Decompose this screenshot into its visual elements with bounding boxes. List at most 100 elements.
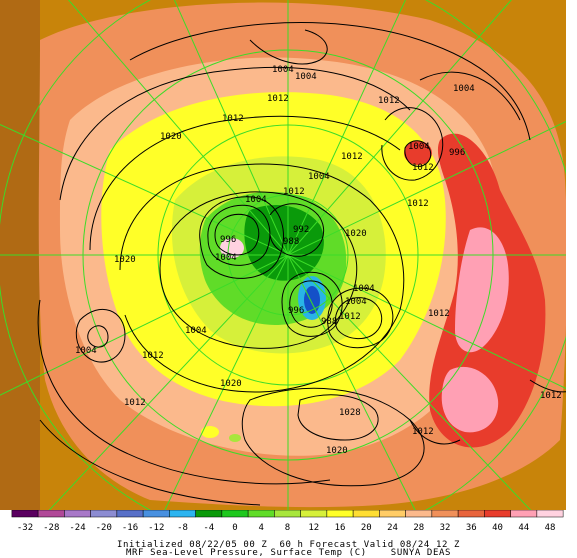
isobar-label: 1004 [295,72,317,82]
isobar-line [37,299,331,485]
legend-tick-label: 48 [545,523,556,533]
legend-swatch [326,510,354,518]
legend-tick-label: 36 [466,523,477,533]
legend-swatches [11,510,564,518]
isobar-line [419,71,521,121]
temp-region-pink-east-south [441,366,499,433]
isobar-label: 1012 [412,163,434,173]
temperature-legend: -32 -28 -24 -20 -16 -12 -8 -4 0 4 8 12 16 20 24 28 32 36 4… [11,510,564,533]
isobar-label: 1012 [407,199,429,209]
legend-tick-label: -24 [69,523,85,533]
isobar-label: 1012 [222,114,244,124]
isobar-line [87,325,109,348]
isobar-label: 996 [220,235,236,245]
isobar-label: 1012 [412,427,434,437]
isobar-line [129,22,531,141]
isobar-label: 1020 [220,379,242,389]
isobar-labels: 1004 1004 1012 1012 1004 1012 1020 1012 … [75,65,562,456]
legend-swatch [431,510,459,518]
legend-tick-label: -8 [177,523,188,533]
legend-swatch [536,510,564,518]
isobar-line [39,419,261,506]
isobar-label: 996 [288,306,304,316]
isobar-line [214,213,260,256]
legend-tick-label: -32 [17,523,33,533]
isobar-line [241,387,425,487]
legend-tick-label: 8 [285,523,290,533]
legend-swatch [484,510,511,518]
isobar-label: 1012 [378,96,400,106]
isobar-label: 1004 [353,284,375,294]
isobar-label: 1004 [308,172,330,182]
legend-swatch [142,510,170,518]
isobar-line [59,66,411,201]
isobar-line [89,115,401,251]
isobar-label: 1012 [339,312,361,322]
isobar-label: 1020 [345,229,367,239]
legend-tick-label: 24 [387,523,398,533]
isobar-line [404,140,432,167]
legend-swatch [11,510,39,518]
weather-map: 1004 1004 1012 1012 1004 1012 1020 1012 … [0,0,577,510]
isobar-line [409,419,461,445]
temp-region-pink-east [455,227,509,353]
legend-tick-label: -4 [203,523,214,533]
isobar-label: 1020 [326,446,348,456]
isobar-label: 1004 [75,346,97,356]
isobar-label: 1012 [267,94,289,104]
legend-tick-label: 20 [361,523,372,533]
isobar-line [249,29,328,65]
isobar-line [199,196,285,279]
legend-swatch [195,510,223,518]
isobar-label: 1004 [215,253,237,263]
isobar-label: 1004 [345,297,367,307]
isobar-label: 1004 [245,195,267,205]
isobar-label: 996 [449,148,465,158]
graticule [0,0,577,510]
map-right-border [566,0,577,510]
isobar-label: 1004 [185,326,207,336]
isobar-label: 1012 [283,187,305,197]
legend-tick-label: 4 [259,523,264,533]
legend-tick-label: 28 [413,523,424,533]
legend-swatch [247,510,275,518]
legend-swatch [457,510,485,518]
isobars [37,22,576,506]
isobar-label: 1028 [339,408,361,418]
legend-swatch [300,510,328,518]
temp-region-white-pocket [220,238,244,258]
legend-tick-label: 40 [492,523,503,533]
legend-swatch [90,510,118,518]
temp-region-south-speck [201,426,219,438]
legend-swatch [352,510,380,518]
legend-swatch [274,510,301,518]
isobar-line [327,287,394,349]
isobar-line [159,191,358,349]
isobar-line [297,394,379,441]
temp-region-blue [304,286,320,314]
isobar-line [207,204,271,266]
isobar-label: 1012 [540,391,562,401]
legend-swatch [405,510,433,518]
isobar-line [334,297,383,339]
legend-swatch [221,510,249,518]
isobar-label: 1012 [124,398,146,408]
legend-swatch [379,510,406,518]
isobar-label: 1004 [408,142,430,152]
legend-tick-label: -16 [122,523,138,533]
legend-swatch [510,510,538,518]
isobar-line [269,203,324,257]
isobar-label: 992 [293,225,309,235]
legend-swatch [37,510,65,518]
isobar-label: 988 [283,237,299,247]
forecast-caption: Initialized 08/22/05 00 Z 60 h Forecast … [116,540,461,550]
temp-region-dark-green [244,205,324,281]
isobar-label: 1012 [142,351,164,361]
isobar-line [75,308,126,363]
isobar-label: 988 [321,317,337,327]
isobar-line [119,163,405,393]
isobar-label: 1012 [428,309,450,319]
legend-tick-label: 12 [308,523,319,533]
legend-swatch [116,510,144,518]
legend-tick-label: 32 [440,523,451,533]
